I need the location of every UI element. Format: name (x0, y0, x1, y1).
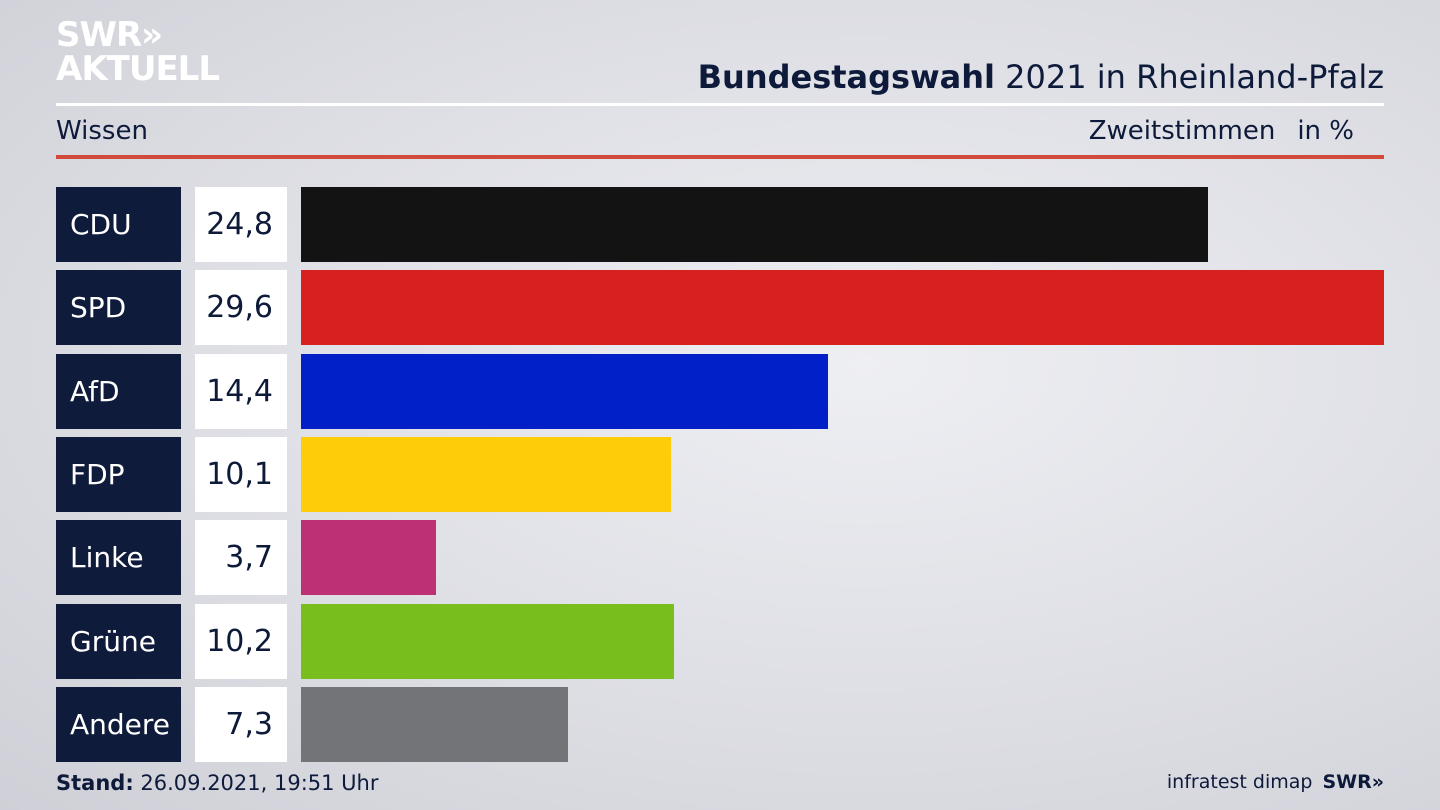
chart-title-rest: 2021 in Rheinland-Pfalz (995, 58, 1384, 96)
bar (301, 187, 1208, 262)
swr-aktuell-logo: SWR» AKTUELL (56, 15, 220, 89)
value-label: 14,4 (195, 354, 287, 429)
timestamp-value: 26.09.2021, 19:51 Uhr (133, 771, 379, 795)
party-label: AfD (56, 354, 181, 429)
value-label: 29,6 (195, 270, 287, 345)
bar-row: FDP 10,1 (56, 437, 1384, 512)
bar-row: Andere 7,3 (56, 687, 1384, 762)
value-label: 24,8 (195, 187, 287, 262)
party-label: Grüne (56, 604, 181, 679)
timestamp-label: Stand: (56, 771, 134, 795)
unit-label: in % (1297, 116, 1354, 146)
swr-brand-logo: SWR» (1322, 771, 1384, 793)
value-label: 10,1 (195, 437, 287, 512)
party-label: FDP (56, 437, 181, 512)
measure-label: Zweitstimmen in % (1089, 116, 1354, 146)
measure-name: Zweitstimmen (1088, 116, 1276, 146)
bar (301, 354, 828, 429)
bar (301, 604, 674, 679)
bar (301, 270, 1384, 345)
header-divider (56, 103, 1384, 106)
bar-row: CDU 24,8 (56, 187, 1384, 262)
bar (301, 687, 568, 762)
party-label: SPD (56, 270, 181, 345)
value-label: 3,7 (195, 520, 287, 595)
source-name: infratest dimap (1166, 771, 1313, 793)
accent-divider (56, 155, 1384, 159)
bar (301, 520, 436, 595)
source-credit: infratest dimap SWR» (1167, 771, 1384, 793)
chart-title: Bundestagswahl 2021 in Rheinland-Pfalz (698, 58, 1384, 96)
logo-line-1: SWR» (56, 15, 163, 55)
timestamp: Stand: 26.09.2021, 19:51 Uhr (56, 771, 379, 795)
bar-row: Grüne 10,2 (56, 604, 1384, 679)
bar (301, 437, 671, 512)
bar-row: SPD 29,6 (56, 270, 1384, 345)
category-label: Wissen (56, 116, 148, 146)
logo-line-2: AKTUELL (56, 49, 220, 89)
party-label: Linke (56, 520, 181, 595)
value-label: 10,2 (195, 604, 287, 679)
party-label: Andere (56, 687, 181, 762)
party-label: CDU (56, 187, 181, 262)
bar-row: AfD 14,4 (56, 354, 1384, 429)
value-label: 7,3 (195, 687, 287, 762)
chart-title-bold: Bundestagswahl (697, 58, 995, 96)
bar-row: Linke 3,7 (56, 520, 1384, 595)
